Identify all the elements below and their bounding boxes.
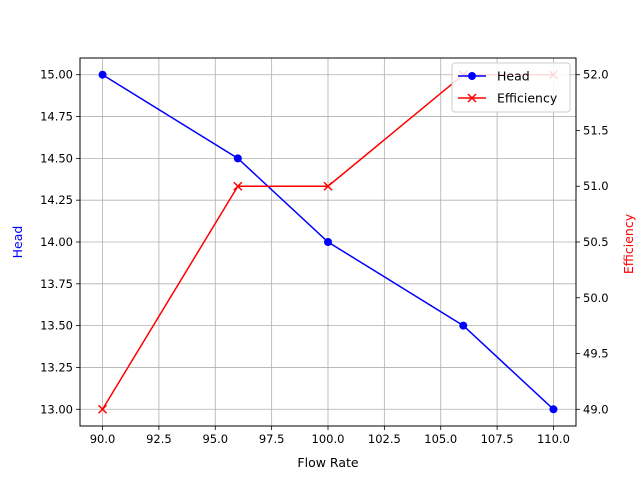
- y-left-tick-label: 15.00: [40, 68, 73, 82]
- y-right-tick-label: 51.5: [583, 123, 609, 137]
- y-axis-right-label: Efficiency: [621, 213, 636, 274]
- y-right-tick-label: 51.0: [583, 179, 609, 193]
- head-point: [549, 405, 558, 414]
- y-right-tick-label: 49.5: [583, 347, 609, 361]
- head-point: [324, 238, 332, 246]
- efficiency-point: [233, 181, 243, 191]
- y-left-tick-label: 13.75: [40, 277, 73, 291]
- efficiency-point: [323, 181, 333, 191]
- axis-ticks: 90.0 92.5 95.0 97.5 100.0 102.5 105.0 107.5 110.…: [40, 68, 609, 446]
- y-left-tick-label: 13.50: [40, 319, 73, 333]
- y-right-tick-label: 50.5: [583, 235, 609, 249]
- legend-efficiency-marker: [467, 93, 477, 103]
- legend-efficiency-label: Efficiency: [497, 91, 558, 106]
- y-right-tick-label: 49.0: [583, 402, 609, 416]
- legend: Head Efficiency: [451, 62, 571, 113]
- y-axis-left-label: Head: [10, 226, 25, 259]
- y-left-tick-label: 14.25: [40, 193, 73, 207]
- x-tick-label: 107.5: [481, 432, 514, 446]
- x-tick-label: 97.5: [259, 432, 285, 446]
- x-tick-label: 92.5: [146, 432, 172, 446]
- legend-head-marker: [468, 72, 476, 80]
- x-axis-label: Flow Rate: [297, 455, 358, 470]
- y-left-tick-label: 14.00: [40, 235, 73, 249]
- efficiency-point: [98, 404, 108, 414]
- x-tick-label: 110.0: [537, 432, 570, 446]
- x-tick-label: 100.0: [312, 432, 345, 446]
- legend-head-label: Head: [497, 69, 530, 84]
- y-left-tick-label: 14.75: [40, 110, 73, 124]
- y-right-tick-label: 52.0: [583, 68, 609, 82]
- y-left-tick-label: 13.00: [40, 402, 73, 416]
- y-left-tick-label: 14.50: [40, 151, 73, 165]
- x-tick-label: 90.0: [90, 432, 116, 446]
- y-right-tick-label: 50.0: [583, 291, 609, 305]
- head-point: [459, 321, 468, 330]
- x-tick-label: 105.0: [424, 432, 457, 446]
- head-point: [98, 70, 107, 79]
- x-tick-label: 102.5: [368, 432, 401, 446]
- y-left-tick-label: 13.25: [40, 360, 73, 374]
- x-tick-label: 95.0: [202, 432, 228, 446]
- head-point: [233, 154, 242, 163]
